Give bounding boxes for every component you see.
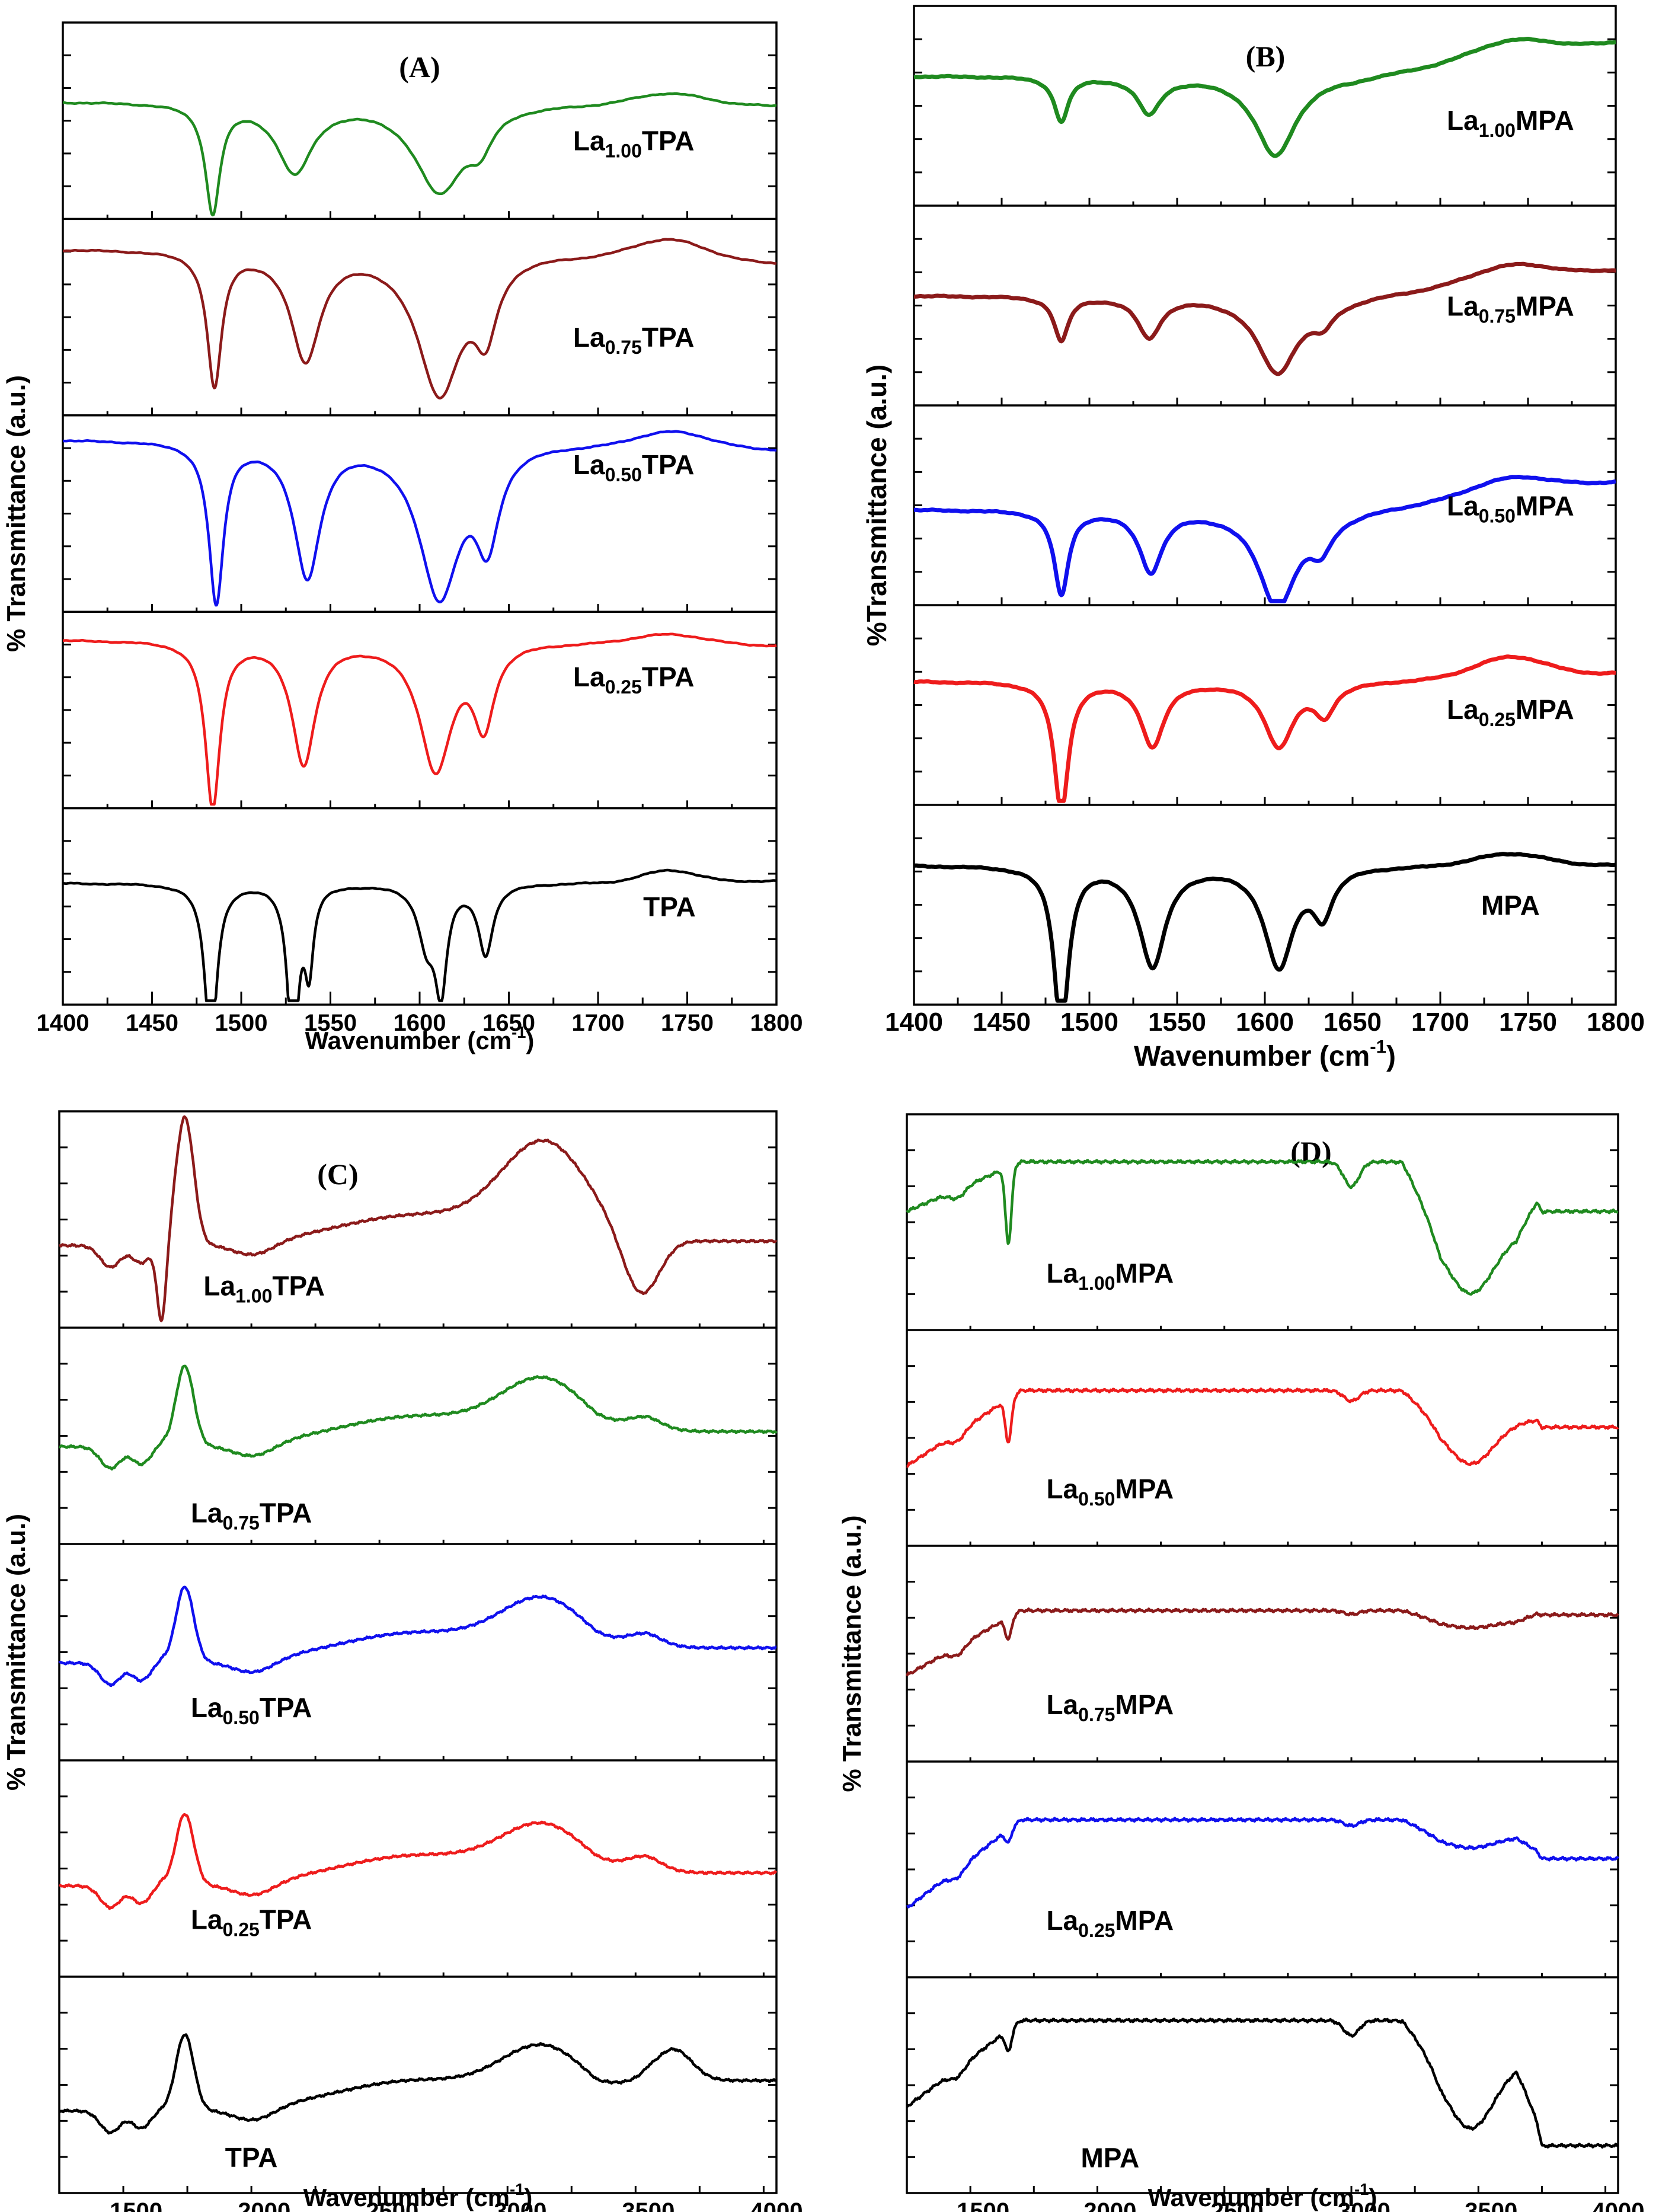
series-label: La0.50MPA	[1447, 490, 1574, 526]
panel-letter: (B)	[1246, 40, 1286, 73]
spectrum-line-La0.25TPA	[59, 1813, 778, 1910]
series-label: La0.25MPA	[1447, 694, 1574, 730]
spectrum-line-La0.50TPA	[58, 1586, 777, 1687]
spectrum-line-MPA	[912, 852, 1618, 1003]
series-label: La0.25TPA	[191, 1904, 312, 1941]
spectrum-line-La0.75MPA	[912, 261, 1618, 376]
series-label: TPA	[643, 891, 696, 922]
x-tick-label: 4000	[750, 2198, 803, 2212]
spectrum-line-La0.50MPA	[912, 475, 1618, 603]
spectrum-line-TPA	[58, 2033, 777, 2135]
series-label: La1.00MPA	[1447, 105, 1574, 141]
x-tick-label: 2500	[366, 2198, 418, 2212]
spectrum-line-La0.75TPA	[59, 1364, 778, 1471]
x-tick-label: 1600	[394, 1010, 446, 1036]
series-label: La0.75TPA	[573, 322, 695, 358]
x-tick-label: 1800	[1587, 1008, 1645, 1037]
x-tick-label: 1700	[572, 1010, 625, 1036]
x-tick-label: 1800	[750, 1010, 803, 1036]
panel-A: 1400 1450 1500 1550 1600 1650 1700 1750 1800 Wave…	[2, 21, 803, 1054]
spectrum-line-La0.50TPA	[62, 430, 777, 607]
spectrum-line-La1.00MPA	[906, 1158, 1619, 1296]
x-tick-label: 2000	[1083, 2198, 1136, 2212]
series-label: MPA	[1481, 890, 1540, 920]
panel-B: 1400 1450 1500 1550 1600 1650 1700 1750 1800 Wave…	[861, 5, 1645, 1072]
x-tick-label: 1650	[1324, 1008, 1382, 1037]
spectrum-line-La0.75MPA	[905, 1607, 1619, 1677]
x-tick-label: 1700	[1411, 1008, 1469, 1037]
x-tick-label: 1500	[110, 2198, 162, 2212]
x-tick-label: 1500	[1060, 1008, 1118, 1037]
x-tick-label: 1650	[482, 1010, 535, 1036]
panel-letter: (A)	[399, 50, 440, 84]
x-tick-label: 1600	[1236, 1008, 1294, 1037]
spectrum-line-La0.75TPA	[62, 238, 777, 399]
x-axis-title: Wavenumber (cm-1)	[305, 1023, 535, 1054]
x-tick-label: 2500	[1211, 2198, 1264, 2212]
x-axis-title: Wavenumber (cm-1)	[1148, 2180, 1377, 2211]
series-label: La0.25TPA	[573, 661, 695, 698]
x-axis-title: Wavenumber (cm-1)	[303, 2180, 533, 2211]
x-tick-label: 1500	[957, 2198, 1009, 2212]
spectrum-line-La0.25MPA	[906, 1817, 1619, 1909]
x-tick-label: 3500	[622, 2198, 675, 2212]
series-label: La0.25MPA	[1046, 1905, 1174, 1941]
y-axis-title: % Transmittance (a.u.)	[2, 1514, 31, 1791]
x-axis-title: Wavenumber (cm-1)	[1134, 1036, 1396, 1072]
series-label: La1.00TPA	[573, 125, 695, 161]
series-label: La0.75MPA	[1447, 290, 1574, 327]
x-tick-label: 1750	[1499, 1008, 1557, 1037]
series-label: TPA	[225, 2142, 278, 2173]
spectrum-line-La0.25MPA	[912, 654, 1618, 803]
spectrum-line-La1.00MPA	[912, 37, 1618, 158]
panel-D: 1500 2000 2500 3000 3500 4000 Wavenumber (cm-1…	[838, 1113, 1645, 2212]
series-label: La1.00MPA	[1046, 1258, 1174, 1294]
x-tick-label: 3000	[494, 2198, 546, 2212]
series-label: La0.50TPA	[573, 449, 695, 485]
series-label: La0.75MPA	[1046, 1689, 1174, 1725]
series-label: La0.50MPA	[1046, 1473, 1174, 1510]
x-tick-label: 1750	[661, 1010, 714, 1036]
x-tick-label: 1550	[1148, 1008, 1206, 1037]
y-axis-title: % Transmittance (a.u.)	[2, 375, 31, 652]
x-tick-label: 1500	[215, 1010, 268, 1036]
panel-C: 1500 2000 2500 3000 3500 4000 Wavenumber (cm-1…	[2, 1110, 803, 2212]
spectrum-line-La1.00TPA	[59, 1115, 778, 1322]
x-tick-label: 3500	[1465, 2198, 1517, 2212]
x-tick-label: 1450	[973, 1008, 1031, 1037]
x-tick-label: 3000	[1338, 2198, 1390, 2212]
x-tick-label: 1550	[304, 1010, 357, 1036]
y-axis-title: %Transmittance (a.u.)	[861, 365, 892, 646]
x-tick-label: 2000	[238, 2198, 290, 2212]
series-label: La0.75TPA	[191, 1498, 312, 1534]
series-label: La1.00TPA	[203, 1270, 325, 1306]
spectrum-line-La0.25TPA	[62, 632, 777, 806]
series-label: La0.50TPA	[191, 1692, 312, 1728]
series-label: MPA	[1081, 2142, 1139, 2173]
x-tick-label: 4000	[1592, 2198, 1645, 2212]
spectrum-line-La1.00TPA	[62, 92, 777, 217]
x-tick-label: 1400	[37, 1010, 89, 1036]
y-axis-title: % Transmittance (a.u.)	[838, 1515, 867, 1792]
spectrum-line-La0.50MPA	[906, 1387, 1619, 1468]
spectrum-line-MPA	[906, 2017, 1619, 2149]
spectrum-line-TPA	[62, 868, 777, 1002]
x-tick-label: 1450	[126, 1010, 178, 1036]
x-tick-label: 1400	[885, 1008, 943, 1037]
panel-letter: (C)	[317, 1158, 358, 1191]
panel-frame	[62, 21, 778, 1006]
